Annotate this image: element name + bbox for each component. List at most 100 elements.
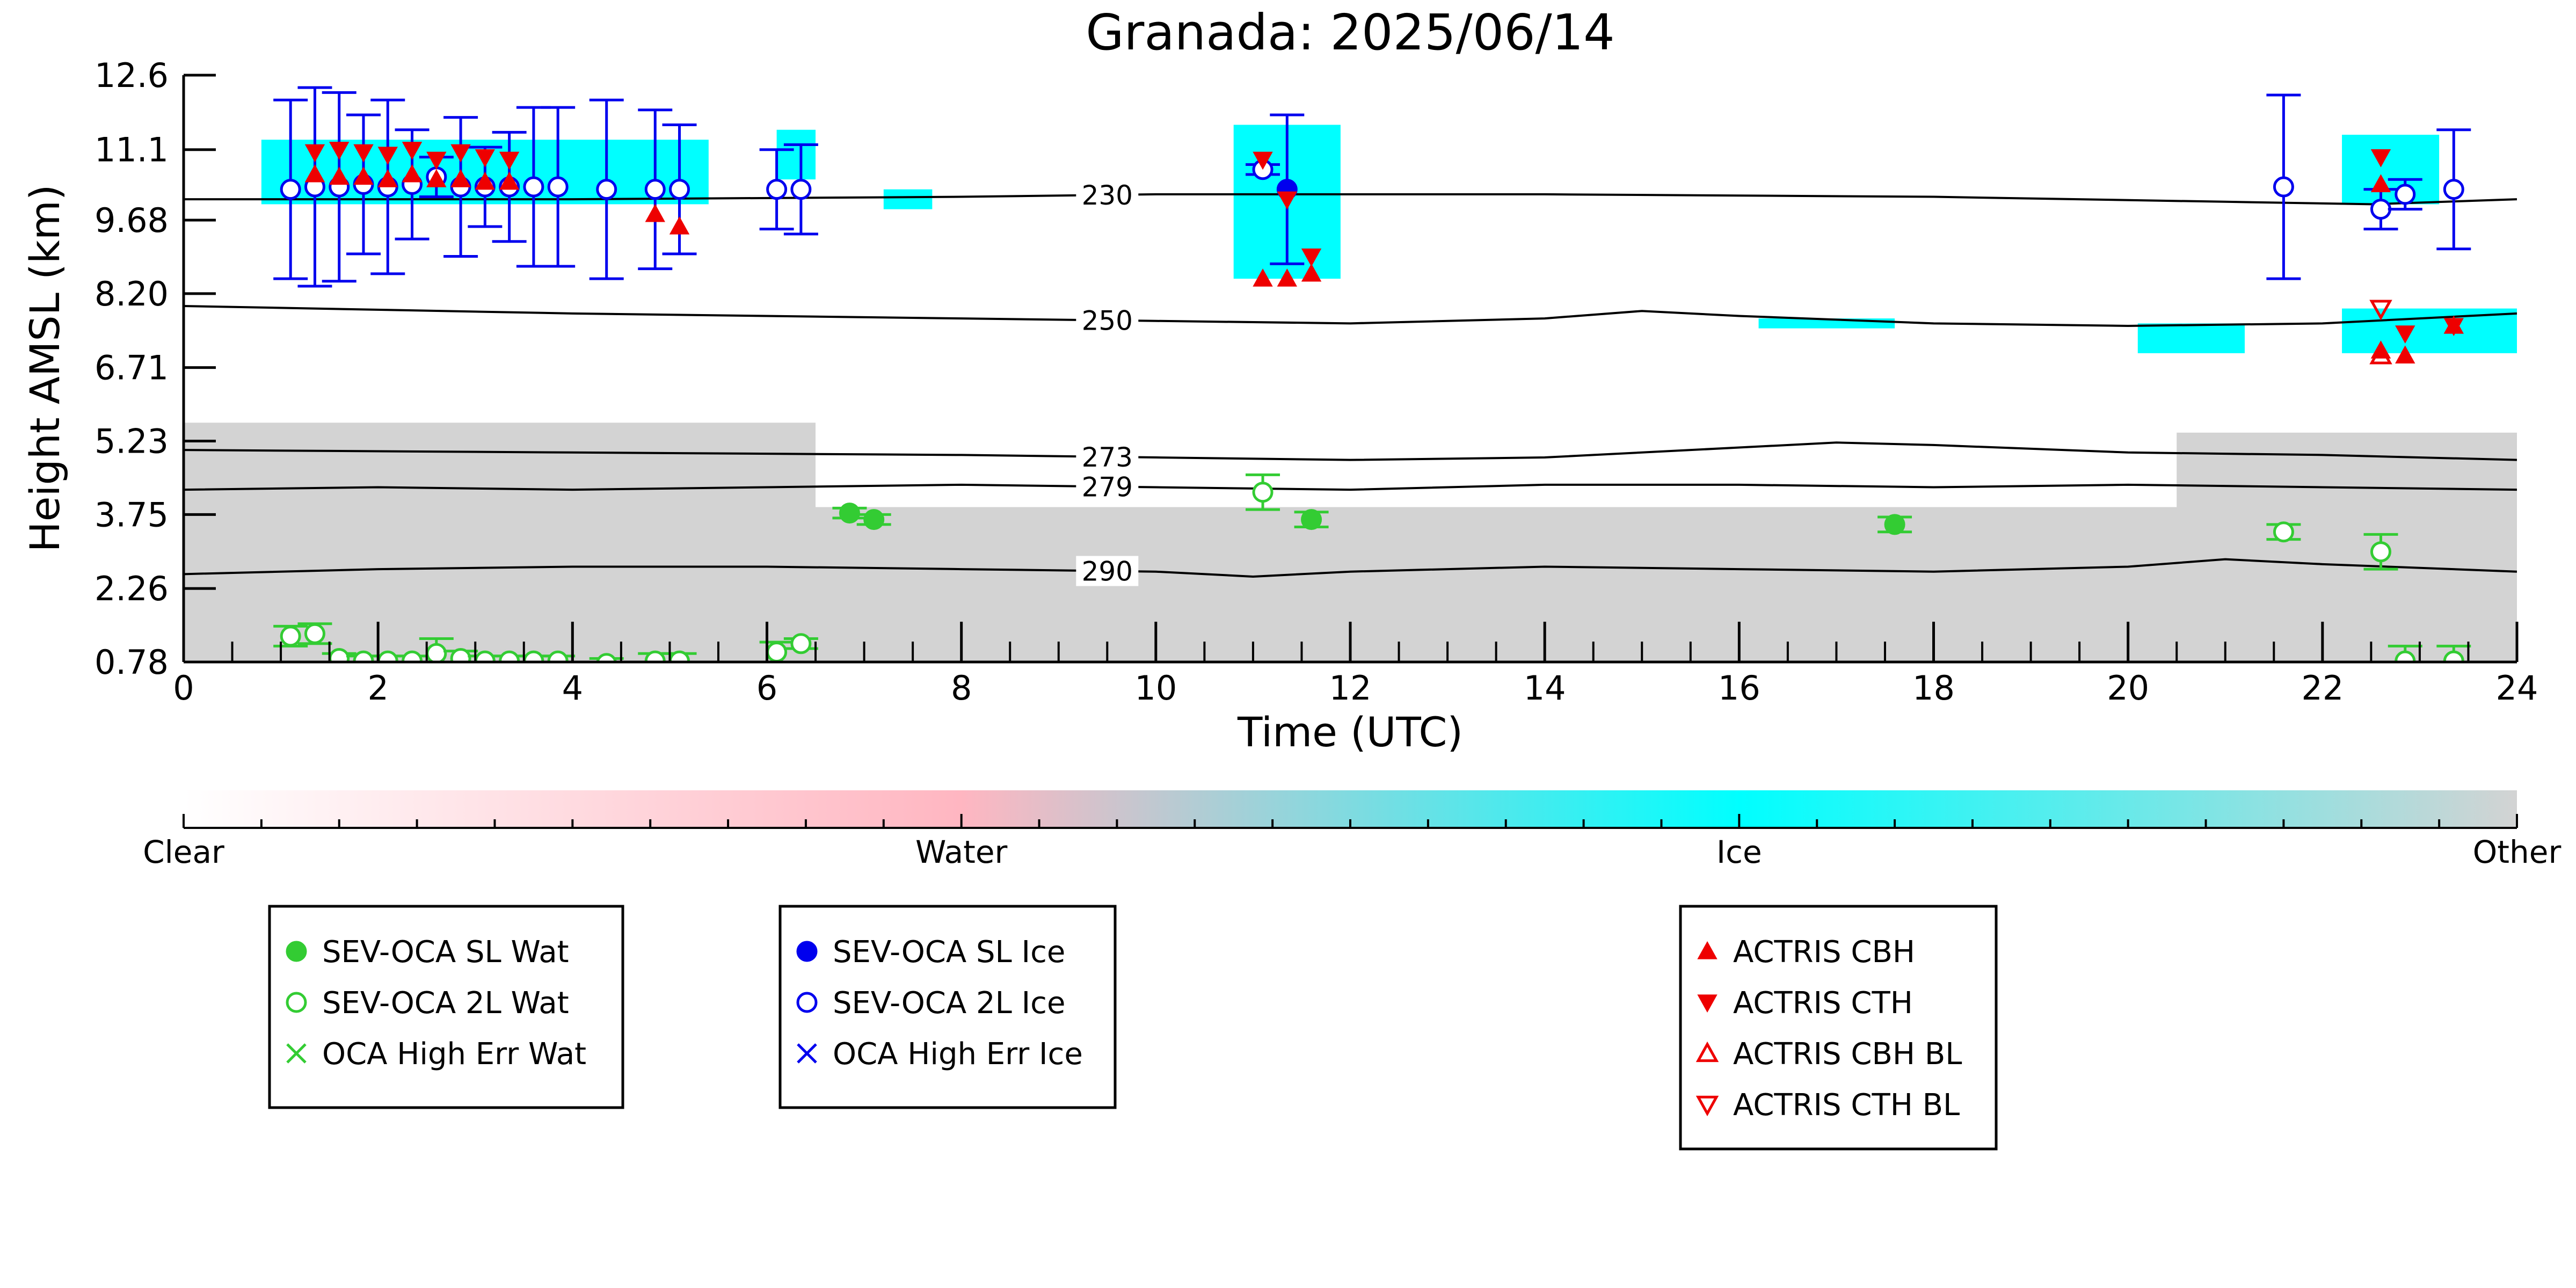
legend-item-oca-high-err-ice: OCA High Err Ice <box>797 1037 1083 1072</box>
series-actris-cbh-bl <box>2369 344 2392 365</box>
legend-marker-sev-oca-sl-ice <box>796 941 818 962</box>
ice-region-1 <box>776 129 816 180</box>
actris-cth-point-8 <box>499 151 520 170</box>
x-tick-label: 22 <box>2301 668 2344 708</box>
actris-cbh-point-11 <box>1253 268 1273 287</box>
contour-label-250: 250 <box>1076 305 1139 337</box>
contour-label-290: 290 <box>1076 556 1139 587</box>
legend-item-oca-high-err-wat: OCA High Err Wat <box>286 1037 586 1072</box>
actris-cth-point-11 <box>1301 248 1322 267</box>
actris-cth-point-9 <box>1253 151 1273 170</box>
legend-marker-actris-cbh-bl <box>1695 1041 1719 1063</box>
contour-279 <box>184 483 2517 491</box>
ice-region-5 <box>2137 323 2245 353</box>
contour-label-230: 230 <box>1076 180 1139 211</box>
x-tick-label: 24 <box>2496 668 2538 708</box>
legend-marker-actris-cth-bl <box>1695 1095 1719 1117</box>
actris-cbh-point-4 <box>402 164 423 183</box>
sev-oca-2l-wat-point-12 <box>596 653 617 662</box>
colorbar-label-water: Water <box>915 834 1008 870</box>
contour-label-text: 230 <box>1082 180 1133 211</box>
actris-cbh-point-10 <box>669 216 690 235</box>
contour-label-bg <box>1076 471 1139 502</box>
legend-item-sev-oca-sl-ice: SEV-OCA SL Ice <box>796 935 1065 970</box>
sev-oca-2l-wat-point-0 <box>280 625 301 647</box>
y-ticks: 0.78 2.26 3.75 5.23 6.71 8.20 9.68 11.1 12.6 <box>94 56 216 682</box>
sev-oca-2l-ice-point-20 <box>2395 184 2416 205</box>
sev-oca-2l-wat-point-1 <box>304 623 325 644</box>
x-tick-label: 2 <box>367 668 388 708</box>
other-region-1 <box>184 423 816 507</box>
actris-cth-point-5 <box>426 151 447 170</box>
contour-290 <box>184 558 2517 578</box>
legend-box-2: SEV-OCA SL Ice SEV-OCA 2L Ice OCA High Err… <box>778 905 1117 1109</box>
legend-marker-actris-cth <box>1697 994 1718 1013</box>
sev-oca-sl-wat-point-3 <box>1884 514 1905 535</box>
series-actris-cth-bl <box>2369 300 2392 321</box>
actris-cbh-point-14 <box>2370 174 2391 193</box>
actris-cbh-point-3 <box>377 169 398 187</box>
y-tick-label: 3.75 <box>94 495 169 534</box>
sev-oca-2l-wat-point-17 <box>1252 482 1274 503</box>
legend-frame <box>268 905 624 1109</box>
contour-273 <box>184 441 2517 461</box>
y-tick-label: 11.1 <box>94 130 169 170</box>
legend-box-3: ACTRIS CBH ACTRIS CTH ACTRIS CBH BL ACTRIS … <box>1679 905 1998 1151</box>
legend-marker-sev-oca-2l-ice <box>796 992 818 1013</box>
legend-item-actris-cbh-bl: ACTRIS CBH BL <box>1695 1037 1962 1072</box>
sev-oca-2l-ice-point-21 <box>2443 179 2464 200</box>
legend-label: ACTRIS CTH <box>1733 986 1913 1021</box>
actris-cbh-point-5 <box>426 169 447 187</box>
sev-oca-2l-wat-point-2 <box>329 648 350 662</box>
colorbar: Clear Water Ice Other <box>143 790 2561 870</box>
actris-cbh-bl-point-0 <box>2369 344 2392 365</box>
contour-250 <box>184 304 2517 327</box>
contour-label-text: 279 <box>1082 471 1133 503</box>
x-tick-label: 6 <box>756 668 777 708</box>
sev-oca-2l-wat-point-15 <box>766 642 788 662</box>
sev-oca-2l-wat-point-7 <box>450 648 471 662</box>
contour-label-279: 279 <box>1076 471 1139 503</box>
actris-cbh-point-2 <box>353 166 374 185</box>
legend-item-sev-oca-sl-wat: SEV-OCA SL Wat <box>286 935 569 970</box>
series-actris-cbh <box>304 164 2464 364</box>
sev-oca-2l-ice-point-11 <box>547 176 569 198</box>
x-tick-label: 12 <box>1329 668 1372 708</box>
temperature-contours <box>184 193 2517 578</box>
series-sev-oca-2l-ice <box>273 86 2471 288</box>
series-sev-oca-sl-wat <box>832 503 1912 535</box>
legend-label: SEV-OCA SL Wat <box>322 935 569 970</box>
y-axis-label: Height AMSL (km) <box>21 184 69 552</box>
legends: SEV-OCA SL Wat SEV-OCA 2L Wat OCA High Err… <box>268 905 1998 1151</box>
legend-item-actris-cth-bl: ACTRIS CTH BL <box>1695 1088 1960 1123</box>
y-tick-label: 9.68 <box>94 201 169 240</box>
sev-oca-2l-ice-point-15 <box>766 179 788 200</box>
legend-marker-sev-oca-sl-wat <box>286 941 307 962</box>
legend-label: ACTRIS CBH BL <box>1733 1037 1962 1072</box>
contour-label-bg <box>1076 441 1139 472</box>
legend-item-actris-cbh: ACTRIS CBH <box>1697 935 1915 970</box>
legend-item-sev-oca-2l-ice: SEV-OCA 2L Ice <box>796 986 1065 1021</box>
actris-cbh-point-6 <box>450 169 471 187</box>
legend-frame <box>778 905 1117 1109</box>
actris-cbh-point-9 <box>645 203 665 222</box>
legend-label: ACTRIS CTH BL <box>1733 1088 1960 1123</box>
legend-label: ACTRIS CBH <box>1733 935 1915 970</box>
actris-cth-point-3 <box>377 147 398 165</box>
actris-cbh-point-13 <box>1301 263 1322 282</box>
contour-label-text: 290 <box>1082 556 1133 587</box>
sev-oca-2l-wat-point-6 <box>426 643 447 662</box>
colorbar-label-other: Other <box>2473 834 2562 870</box>
x-axis-label: Time (UTC) <box>1237 708 1463 756</box>
legend-label: SEV-OCA SL Ice <box>833 935 1065 970</box>
x-ticks: 0 2 4 6 8 10 12 14 16 18 20 22 24 <box>173 622 2538 708</box>
sev-oca-2l-wat-point-19 <box>2370 541 2391 563</box>
chart-title: Granada: 2025/06/14 <box>1086 4 1614 61</box>
y-tick-label: 0.78 <box>94 643 169 682</box>
legend-box-1: SEV-OCA SL Wat SEV-OCA 2L Wat OCA High Err… <box>268 905 624 1109</box>
legend-marker-oca-high-err-wat <box>286 1043 307 1064</box>
colorbar-label-ice: Ice <box>1716 834 1762 870</box>
sev-oca-sl-wat-point-2 <box>1301 509 1322 530</box>
contour-230 <box>184 193 2517 206</box>
